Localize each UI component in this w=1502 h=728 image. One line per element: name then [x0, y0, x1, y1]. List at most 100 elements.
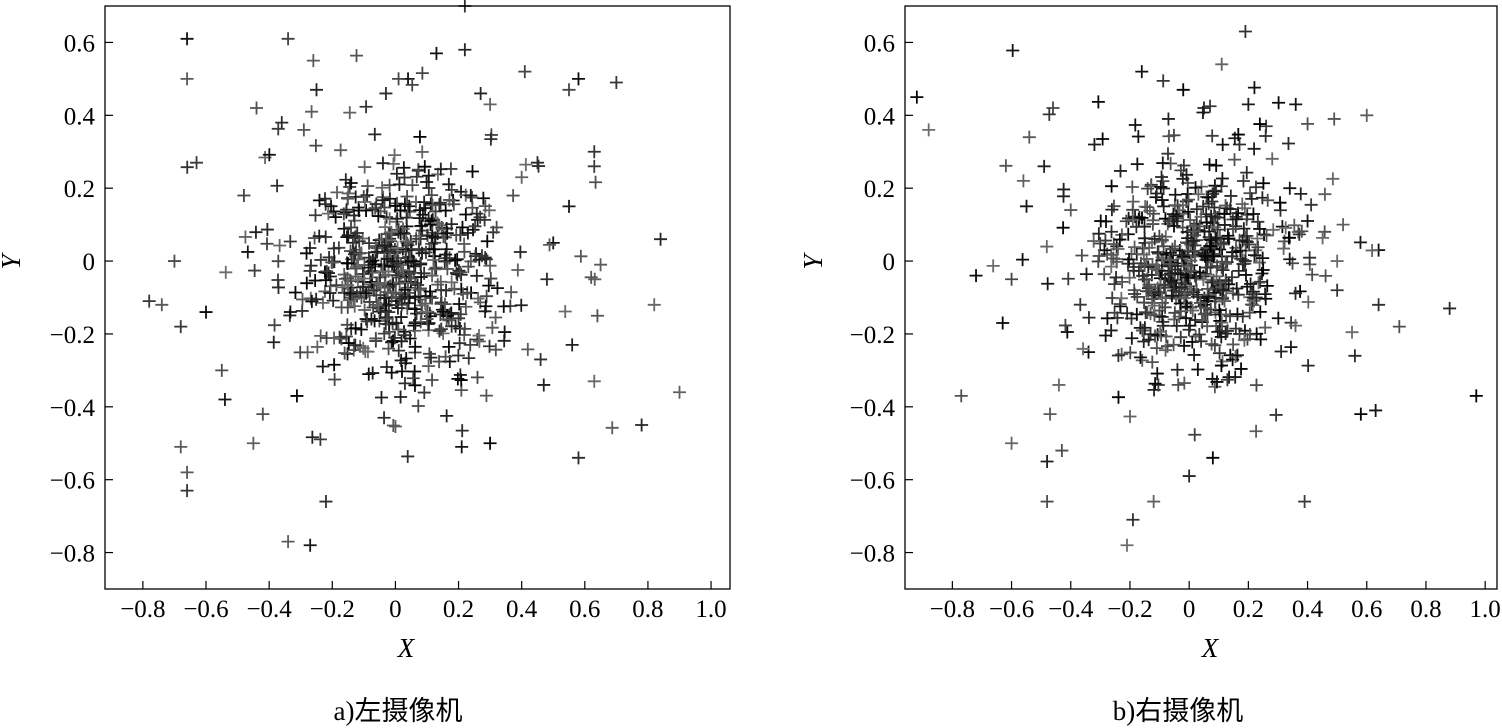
left-scatter-point: [419, 305, 433, 319]
right-scatter-point: [1223, 202, 1237, 216]
left-scatter-point: [425, 229, 439, 243]
right-scatter-point: [1193, 266, 1207, 280]
right-scatter-point: [1110, 239, 1124, 253]
right-scatter-point: [1251, 240, 1265, 254]
left-scatter-point: [470, 269, 484, 283]
left-scatter-point: [180, 484, 194, 498]
right-scatter-point: [1148, 299, 1161, 313]
left-scatter-point: [447, 282, 461, 296]
left-scatter-point: [219, 265, 233, 279]
scatter-panel-right: −0.8 −0.6 −0.4 −0.2 0 0.2 0.4 0.6 0.8 1.0 0.6 0.4 0.…: [798, 5, 1501, 726]
right-scatter-point: [1128, 240, 1142, 254]
right-scatter-point: [1111, 390, 1125, 404]
left-scatter-point: [373, 270, 387, 284]
right-scatter-point: [1236, 174, 1250, 188]
left-scatter-point: [271, 280, 285, 294]
right-scatter-point: [1119, 214, 1133, 228]
right-scatter-point: [1215, 316, 1229, 330]
left-scatter-point: [356, 280, 370, 294]
right-scatter-point: [1190, 202, 1204, 216]
right-scatter-point: [1301, 295, 1315, 309]
left-scatter-point: [376, 264, 390, 278]
right-scatter-point: [1022, 130, 1036, 144]
right-scatter-point: [1042, 107, 1056, 121]
left-scatter-point: [329, 278, 343, 292]
right-scatter-point: [1174, 330, 1188, 344]
left-scatter-point: [451, 372, 465, 386]
left-scatter-point: [398, 376, 412, 390]
right-scatter-point: [1230, 307, 1244, 321]
left-scatter-point: [537, 378, 551, 392]
left-scatter-point: [337, 222, 351, 236]
left-scatter-point: [422, 347, 436, 361]
left-scatter-point: [404, 272, 418, 286]
left-scatter-point: [384, 225, 398, 239]
left-scatter-point: [480, 234, 494, 248]
right-scatter-point: [1151, 378, 1165, 392]
left-scatter-point: [484, 272, 498, 286]
right-scatter-point: [1125, 180, 1139, 194]
right-scatter-point: [1251, 215, 1265, 229]
left-scatter-point: [303, 241, 317, 255]
left-scatter-point: [428, 231, 442, 245]
right-scatter-point: [1198, 249, 1212, 263]
right-scatter-point: [1275, 220, 1289, 234]
right-scatter-point: [1141, 182, 1155, 196]
right-scatter-point: [1272, 96, 1286, 110]
left-scatter-point: [423, 285, 437, 299]
left-scatter-point: [463, 338, 477, 352]
right-scatter-point: [1231, 128, 1245, 142]
right-scatter-point: [1105, 179, 1119, 193]
right-scatter-point: [1214, 280, 1228, 294]
left-scatter-point: [405, 178, 419, 192]
left-scatter-point: [428, 262, 442, 276]
left-scatter-point: [401, 286, 415, 300]
left-x-tick-label: 0.6: [569, 596, 600, 623]
right-scatter-point: [1171, 378, 1185, 392]
right-scatter-point: [1168, 188, 1182, 202]
left-scatter-point: [327, 242, 341, 256]
left-scatter-point: [366, 301, 380, 315]
left-scatter-point: [558, 304, 572, 318]
right-scatter-point: [1129, 220, 1143, 234]
right-scatter-point: [1175, 248, 1189, 262]
left-scatter-point: [385, 366, 399, 380]
left-scatter-point: [340, 203, 354, 217]
right-scatter-point: [1156, 156, 1170, 170]
right-scatter-point: [1234, 362, 1248, 376]
left-scatter-point: [406, 254, 420, 268]
left-scatter-point: [273, 238, 287, 252]
left-y-tick-label: −0.6: [50, 468, 95, 495]
left-scatter-point: [478, 251, 492, 265]
right-scatter-point: [1228, 349, 1242, 363]
left-scatter-point: [398, 283, 412, 297]
right-scatter-point: [1016, 174, 1030, 188]
right-scatter-point: [1196, 106, 1210, 120]
left-scatter-point: [281, 32, 295, 46]
left-scatter-point: [399, 352, 413, 366]
right-scatter-point: [1282, 231, 1296, 245]
right-scatter-point: [1140, 252, 1154, 266]
left-scatter-point: [408, 290, 422, 304]
left-scatter-point: [288, 285, 302, 299]
left-scatter-point: [584, 270, 598, 284]
right-y-tick-label: 0.6: [864, 30, 895, 57]
right-scatter-point: [1167, 338, 1181, 352]
left-scatter-point: [440, 409, 454, 423]
left-scatter-point: [386, 334, 400, 348]
left-scatter-point: [532, 159, 546, 173]
right-scatter-point: [1269, 408, 1283, 422]
right-scatter-point: [1176, 83, 1190, 97]
right-scatter-point: [1183, 213, 1197, 227]
left-scatter-point: [357, 190, 371, 204]
left-scatter-point: [490, 281, 504, 295]
right-scatter-point: [1240, 166, 1254, 180]
left-scatter-point: [465, 191, 479, 205]
left-scatter-point: [506, 189, 520, 203]
right-scatter-point: [1304, 198, 1318, 212]
right-scatter-point: [1218, 218, 1232, 232]
right-scatter-point: [1165, 242, 1179, 256]
right-x-tick-label: −0.8: [930, 596, 975, 623]
left-scatter-point: [341, 257, 355, 271]
right-scatter-point: [1226, 337, 1240, 351]
